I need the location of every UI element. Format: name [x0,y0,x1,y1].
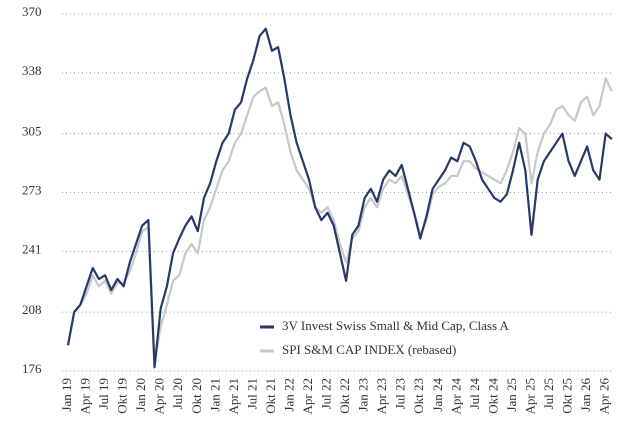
x-tick-label: Okt 25 [560,378,575,414]
y-tick-label: 176 [22,361,42,376]
x-tick-label: Jul 22 [319,378,334,409]
x-tick-label: Apr 20 [152,378,167,414]
x-tick-label: Apr 26 [597,378,612,415]
line [66,77,613,365]
x-tick-label: Jul 25 [541,378,556,409]
x-tick-label: Okt 22 [337,378,352,414]
x-tick-label: Jul 23 [393,378,408,409]
x-tick-label: Jan 26 [578,378,593,412]
line [66,27,613,369]
x-tick-label: Jul 24 [467,378,482,410]
x-tick-label: Apr 24 [448,378,463,415]
x-tick-label: Jul 21 [244,378,259,409]
x-tick-label: Jul 19 [96,378,111,409]
x-tick-label: Apr 22 [300,378,315,414]
y-tick-label: 370 [22,4,42,19]
x-tick-label: Jan 23 [356,378,371,412]
y-tick-label: 273 [22,182,42,197]
x-tick-label: Okt 23 [411,378,426,414]
legend-label: SPI S&M CAP INDEX (rebased) [282,342,456,357]
x-tick-label: Apr 23 [374,378,389,414]
x-tick-label: Okt 21 [263,378,278,414]
x-tick-label: Jan 24 [430,378,445,412]
x-tick-label: Apr 19 [78,378,93,414]
x-tick-label: Okt 19 [115,378,130,414]
x-tick-label: Apr 25 [522,378,537,414]
y-tick-label: 208 [22,302,42,317]
x-tick-label: Jan 19 [59,378,74,412]
y-tick-label: 305 [22,124,42,139]
x-tick-label: Jan 25 [504,378,519,412]
x-tick-label: Jan 22 [281,378,296,412]
legend-label: 3V Invest Swiss Small & Mid Cap, Class A [282,318,510,333]
y-tick-label: 338 [22,63,42,78]
x-tick-label: Jul 20 [170,378,185,409]
x-tick-label: Jan 21 [207,378,222,412]
x-tick-label: Jan 20 [133,378,148,412]
x-tick-label: Apr 21 [226,378,241,414]
x-tick-label: Okt 24 [485,378,500,414]
x-tick-label: Okt 20 [189,378,204,414]
y-tick-label: 241 [22,241,42,256]
